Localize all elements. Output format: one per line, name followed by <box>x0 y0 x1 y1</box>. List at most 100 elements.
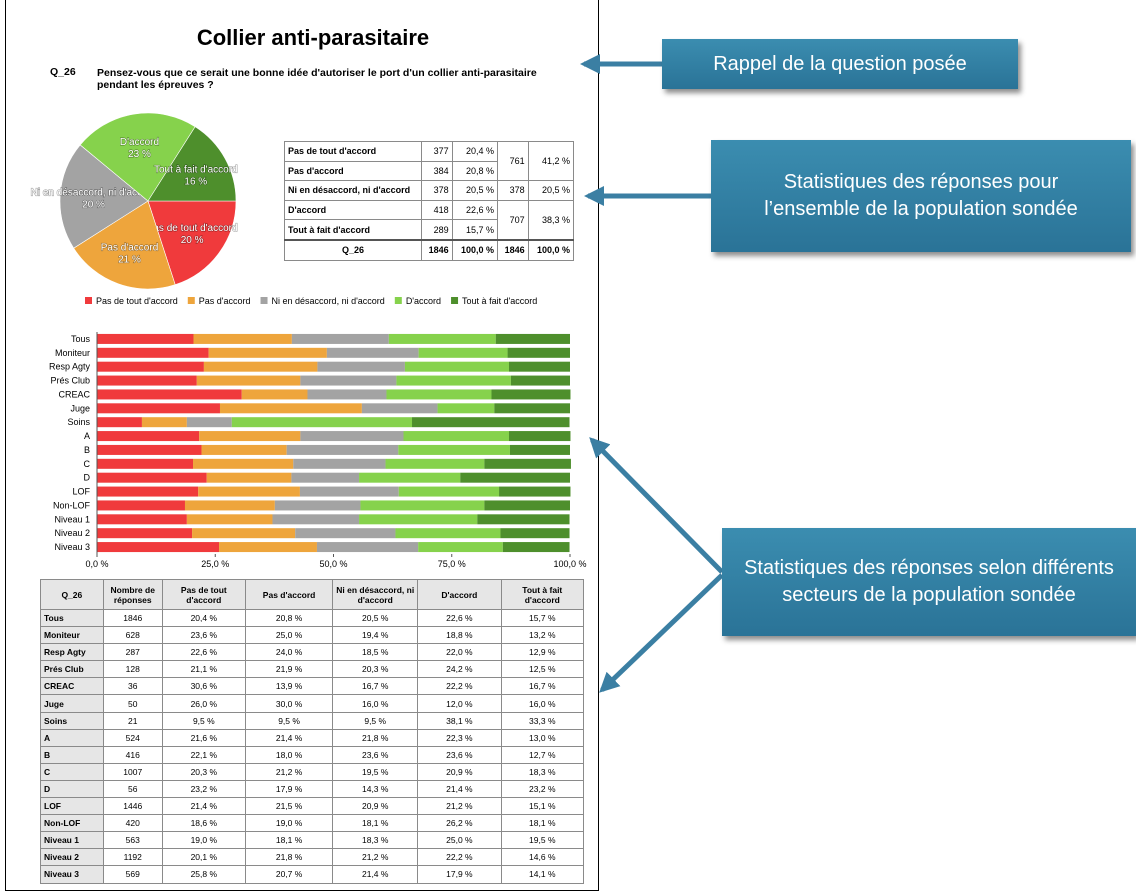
bar-segment <box>326 347 419 358</box>
table-cell: 22,0 % <box>417 643 502 662</box>
y-tick-label: D <box>84 473 91 483</box>
table-header-cell: D'accord <box>417 579 502 610</box>
table-cell: 420 <box>102 814 163 833</box>
bar-segment <box>484 500 570 511</box>
table-row: Niveau 1 563 19,0 % 18,1 % 18,3 % 25,0 % 19,5 … <box>40 831 585 850</box>
table-row: Tous 1846 20,4 % 20,8 % 20,5 % 22,6 % 15,7 % <box>40 608 585 628</box>
table-cell: Niveau 1 <box>40 831 104 850</box>
bar-segment <box>502 542 570 553</box>
bar-segment <box>97 472 207 483</box>
table-cell: 25,0 % <box>244 626 334 645</box>
table-cell: Q_26 <box>284 238 422 261</box>
table-cell: 14,3 % <box>332 779 419 799</box>
bar-segment <box>193 333 292 344</box>
table-row: Pas de tout d'accord 377 20,4 % 761 41,2 % <box>284 140 575 182</box>
table-cell: 563 <box>102 831 163 850</box>
table-header-row: Q_26 Nombre de réponses Pas de tout d'acco… <box>40 579 585 610</box>
bar-segment <box>97 389 242 400</box>
legend-label: Pas d'accord <box>199 296 251 306</box>
table-cell: Tous <box>40 608 104 628</box>
x-tick-label: 100,0 % <box>553 559 586 569</box>
y-tick-label: Niveau 1 <box>54 514 90 524</box>
table-cell: 50 <box>102 694 163 713</box>
table-cell: 25,0 % <box>417 831 502 850</box>
bar-segment <box>206 472 292 483</box>
table-cell: 707 <box>496 199 529 241</box>
bar-segment <box>500 528 570 539</box>
pie-value-label: 23 % <box>128 149 151 160</box>
bar-segment <box>359 514 478 525</box>
bar-segment <box>97 417 142 428</box>
table-row: D 56 23,2 % 17,9 % 14,3 % 21,4 % 23,2 % <box>40 779 585 799</box>
bar-segment <box>291 472 360 483</box>
table-cell: 23,6 % <box>161 626 246 645</box>
table-cell: 18,8 % <box>417 626 502 645</box>
y-tick-label: A <box>84 431 90 441</box>
pie-label: Ni en désaccord, ni d'accord <box>31 188 157 199</box>
legend-swatch <box>187 297 195 304</box>
bar-segment <box>97 528 193 539</box>
table-cell: 21,1 % <box>161 660 246 679</box>
callout: Statistiques des réponses selon différen… <box>722 528 1136 636</box>
table-cell: Juge <box>40 694 104 713</box>
bar-segment <box>208 347 327 358</box>
arrows <box>580 54 724 693</box>
table-cell: 20,1 % <box>161 848 246 867</box>
table-cell: 15,7 % <box>451 219 498 241</box>
table-cell: 26,2 % <box>417 814 502 833</box>
bar-segment <box>219 403 362 414</box>
pie-slice <box>73 200 176 290</box>
bar-segment <box>272 514 360 525</box>
y-tick-label: Niveau 3 <box>54 542 90 552</box>
table-cell: 9,5 % <box>244 711 334 730</box>
pie-slice <box>79 112 196 202</box>
table-cell: 24,0 % <box>244 643 334 662</box>
bar-segment <box>359 472 461 483</box>
table-row: Non-LOF 420 18,6 % 19,0 % 18,1 % 26,2 % 18,1 % <box>40 814 585 833</box>
table-cell: 569 <box>102 865 163 884</box>
bar-segment <box>509 444 570 455</box>
table-cell: 21 <box>102 711 163 730</box>
legend-swatch <box>85 297 92 304</box>
question-text: Pensez-vous que ce serait une bonne idée… <box>97 67 537 91</box>
table-row: Niveau 3 569 25,8 % 20,7 % 21,4 % 17,9 % 14,1 … <box>40 865 585 884</box>
table-cell: 418 <box>421 199 453 221</box>
y-tick-label: Prés Club <box>50 376 90 386</box>
table-cell: 19,4 % <box>332 626 419 645</box>
table-cell: 20,5 % <box>527 180 575 201</box>
bar-segment <box>97 500 185 511</box>
table-cell: 18,3 % <box>332 831 419 850</box>
table-cell: 21,4 % <box>161 797 246 816</box>
table-cell: 23,2 % <box>161 779 246 799</box>
table-cell: 416 <box>102 745 163 764</box>
table-cell: 13,0 % <box>500 728 585 747</box>
bar-segment <box>299 486 399 497</box>
table-row: Prés Club 128 21,1 % 21,9 % 20,3 % 24,2 % 12,5… <box>40 660 585 679</box>
bar-segment <box>97 333 194 344</box>
table-cell: A <box>40 728 104 747</box>
table-cell: 13,9 % <box>244 677 334 696</box>
table-cell: 628 <box>102 626 163 645</box>
bar-segment <box>484 458 571 469</box>
bar-segment <box>97 486 199 497</box>
table-cell: 36 <box>102 677 163 696</box>
pie-label: Pas de tout d'accord <box>147 223 238 234</box>
pie-slice <box>59 144 149 249</box>
table-header-cell: Pas d'accord <box>244 579 334 610</box>
table-cell: 26,0 % <box>161 694 246 713</box>
table-cell: 14,6 % <box>500 848 585 867</box>
bar-segment <box>300 431 404 442</box>
table-cell: Niveau 2 <box>40 848 104 867</box>
bar-segment <box>495 333 570 344</box>
question-code: Q_26 <box>50 66 76 78</box>
bar-segment <box>186 514 273 525</box>
table-cell: 16,0 % <box>500 694 585 713</box>
bar-segment <box>412 417 570 428</box>
bar-segment <box>437 403 495 414</box>
table-cell: 38,3 % <box>527 199 575 241</box>
table-cell: 20,5 % <box>332 608 419 628</box>
bar-segment <box>388 333 496 344</box>
table-cell: 24,2 % <box>417 660 502 679</box>
bar-segment <box>286 444 399 455</box>
table-cell: 20,7 % <box>244 865 334 884</box>
